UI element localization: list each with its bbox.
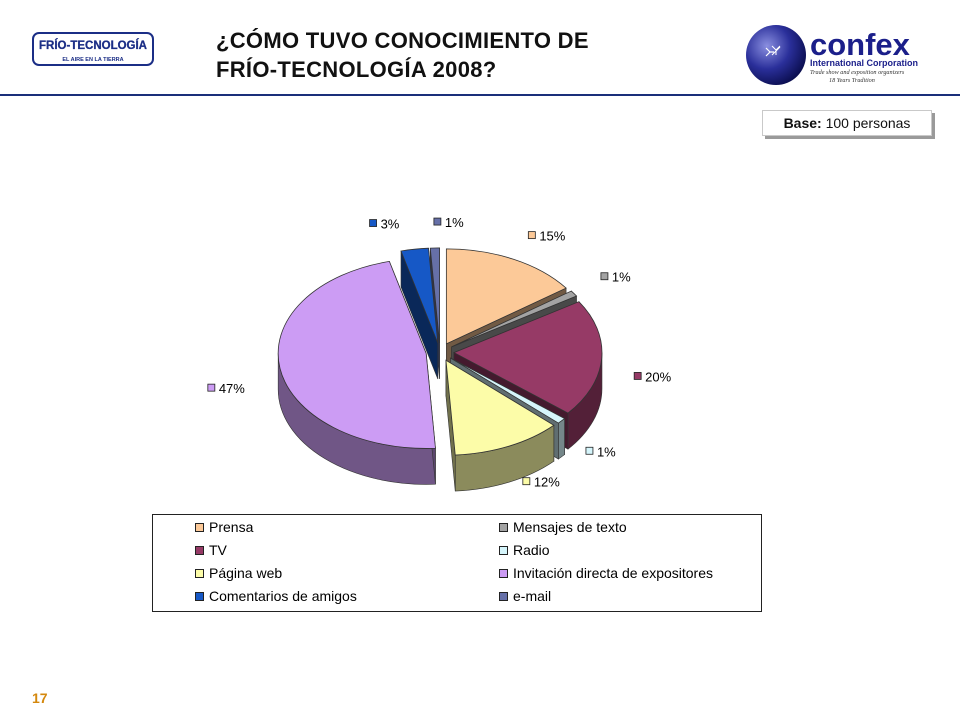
confex-line3: 18 Years Tradition — [829, 77, 875, 84]
label-swatch-2 — [633, 372, 642, 380]
page-number: 17 — [32, 690, 48, 706]
legend-label-6: Comentarios de amigos — [209, 588, 357, 604]
legend-swatch-3 — [499, 545, 508, 555]
legend-label-4: Página web — [209, 565, 283, 581]
pie-side-3 — [558, 417, 565, 460]
label-swatch-0 — [527, 231, 536, 240]
left-logo-line1: FRÍO-TECNOLOGÍA — [39, 39, 147, 52]
chart-legend: Prensa Mensajes de texto TV Radio Página web… — [152, 514, 762, 612]
legend-label-3: Radio — [513, 542, 550, 558]
page-title: ¿CÓMO TUVO CONOCIMIENTO DE FRÍO-TECNOLOG… — [216, 26, 736, 84]
confex-line1: International Corporation — [810, 58, 918, 68]
label-text-0: 15% — [539, 229, 565, 244]
data-label-7: 1% — [433, 215, 464, 230]
legend-swatch-7 — [499, 591, 508, 601]
label-swatch-5 — [207, 383, 216, 392]
data-label-2: 20% — [633, 369, 672, 384]
confex-brand: confex — [810, 27, 911, 62]
legend-item-2: TV — [195, 542, 227, 558]
data-label-4: 12% — [522, 475, 560, 490]
legend-item-5: Invitación directa de expositores — [499, 565, 713, 581]
base-badge: Base: 100 personas — [762, 110, 932, 136]
label-swatch-4 — [522, 477, 531, 486]
legend-label-7: e-mail — [513, 588, 552, 604]
pie-slice-1 — [451, 290, 578, 348]
pie-tops — [277, 247, 603, 456]
label-text-3: 1% — [597, 444, 616, 459]
label-swatch-3 — [585, 446, 594, 455]
confex-line2: Trade show and exposition organizers — [810, 69, 905, 76]
pie-slice-2 — [453, 301, 603, 414]
base-label: Base: — [783, 115, 822, 131]
legend-label-0: Prensa — [209, 519, 254, 535]
pie-slice-5 — [277, 260, 436, 449]
label-text-2: 20% — [645, 369, 671, 384]
legend-label-5: Invitación directa de expositores — [513, 565, 713, 581]
legend-swatch-1 — [499, 522, 508, 532]
pie-slice-3 — [450, 357, 566, 424]
pie-chart: 15% 1% 20% 1% 12% 47% 3% 1% — [207, 215, 672, 492]
pie-slice-4 — [445, 359, 555, 456]
label-text-1: 1% — [612, 270, 631, 285]
left-logo-line2: EL AIRE EN LA TIERRA — [62, 57, 123, 63]
pie-slice-0 — [445, 248, 567, 345]
legend-swatch-2 — [195, 545, 204, 555]
legend-item-3: Radio — [499, 542, 550, 558]
label-text-7: 1% — [445, 215, 464, 230]
legend-item-7: e-mail — [499, 588, 551, 604]
label-swatch-6 — [369, 219, 377, 227]
legend-swatch-6 — [195, 591, 204, 601]
label-swatch-7 — [433, 217, 442, 226]
data-label-1: 1% — [600, 270, 631, 285]
data-label-0: 15% — [527, 229, 566, 244]
legend-item-1: Mensajes de texto — [499, 519, 627, 535]
legend-swatch-5 — [499, 568, 508, 578]
pie-slice-6 — [400, 247, 439, 344]
pie-slice-7 — [429, 247, 440, 343]
data-label-3: 1% — [585, 444, 616, 459]
data-label-6: 3% — [369, 217, 400, 232]
frio-tecnologia-logo: FRÍO-TECNOLOGÍA EL AIRE EN LA TIERRA — [32, 32, 154, 66]
legend-item-4: Página web — [195, 565, 282, 581]
legend-label-1: Mensajes de texto — [513, 519, 627, 535]
label-text-5: 47% — [219, 381, 245, 396]
pie-labels: 15% 1% 20% 1% 12% 47% 3% 1% — [207, 215, 672, 490]
base-value: 100 personas — [825, 115, 911, 131]
data-label-5: 47% — [207, 381, 245, 396]
header-divider — [0, 94, 960, 96]
label-text-6: 3% — [381, 217, 400, 232]
label-text-4: 12% — [534, 475, 560, 490]
title-line-2: FRÍO-TECNOLOGÍA 2008? — [216, 57, 497, 82]
legend-swatch-0 — [195, 522, 204, 532]
title-line-1: ¿CÓMO TUVO CONOCIMIENTO DE — [216, 28, 589, 53]
legend-swatch-4 — [195, 568, 204, 578]
legend-label-2: TV — [209, 542, 227, 558]
label-swatch-1 — [600, 272, 609, 281]
legend-item-0: Prensa — [195, 519, 253, 535]
confex-logo: confex International Corporation Trade s… — [746, 25, 918, 85]
legend-item-6: Comentarios de amigos — [195, 588, 357, 604]
